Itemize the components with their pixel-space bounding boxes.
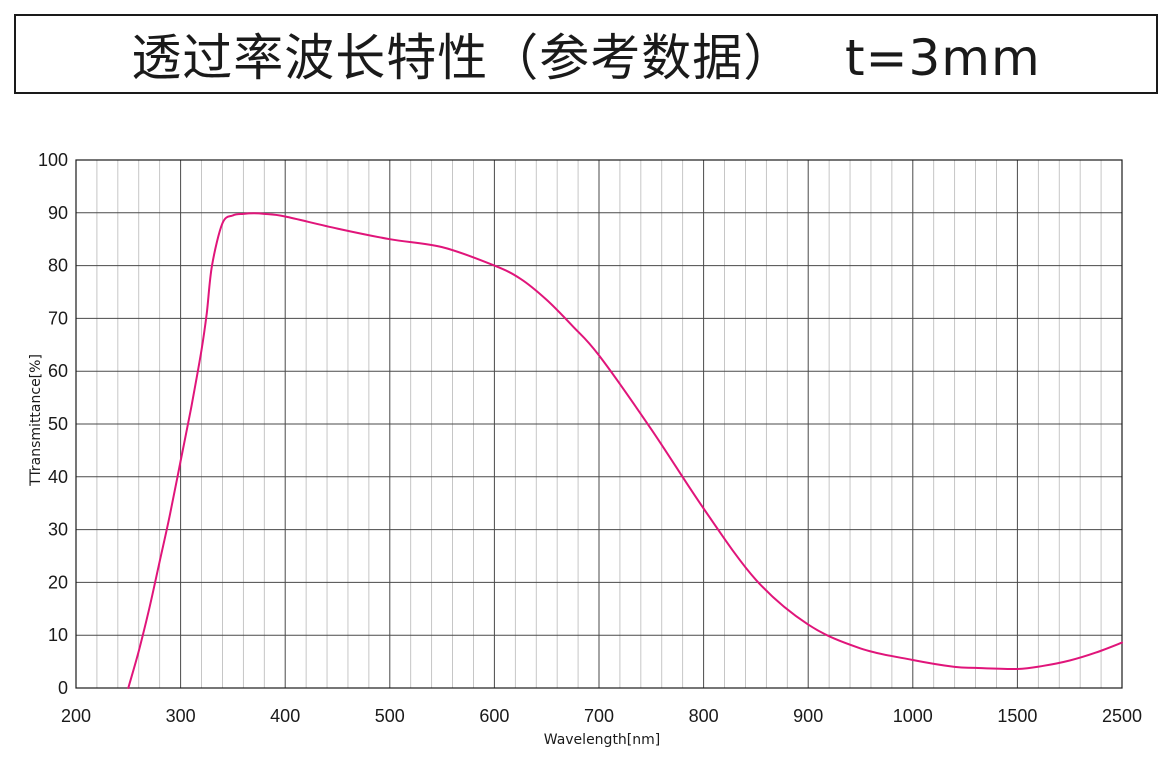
y-tick-label: 40 <box>48 467 68 487</box>
y-tick-label: 30 <box>48 520 68 540</box>
x-tick-label: 700 <box>584 706 614 726</box>
y-tick-label: 90 <box>48 203 68 223</box>
plot-frame <box>75 159 1123 689</box>
x-tick-label: 2500 <box>1102 706 1142 726</box>
x-tick-label: 300 <box>166 706 196 726</box>
y-tick-label: 20 <box>48 572 68 592</box>
x-tick-label: 1500 <box>997 706 1037 726</box>
transmittance-series-line <box>127 212 1123 689</box>
y-tick-label: 70 <box>48 308 68 328</box>
y-tick-label: 80 <box>48 256 68 276</box>
x-tick-label: 800 <box>689 706 719 726</box>
chart-title: 透过率波长特性（参考数据） t=3mm <box>131 29 1041 87</box>
x-tick-label: 200 <box>61 706 91 726</box>
x-tick-label: 400 <box>270 706 300 726</box>
y-tick-label: 100 <box>38 150 68 170</box>
x-tick-label: 1000 <box>893 706 933 726</box>
y-tick-label: 0 <box>58 678 68 698</box>
y-tick-label: 10 <box>48 625 68 645</box>
x-tick-label: 600 <box>479 706 509 726</box>
y-axis-title: TTransmittance[%] <box>28 354 44 487</box>
x-tick-label: 900 <box>793 706 823 726</box>
x-tick-label: 500 <box>375 706 405 726</box>
y-tick-label: 60 <box>48 361 68 381</box>
x-axis-title: Wavelength[nm] <box>544 732 660 748</box>
title-box: 透过率波长特性（参考数据） t=3mm <box>14 14 1158 94</box>
y-tick-label: 50 <box>48 414 68 434</box>
